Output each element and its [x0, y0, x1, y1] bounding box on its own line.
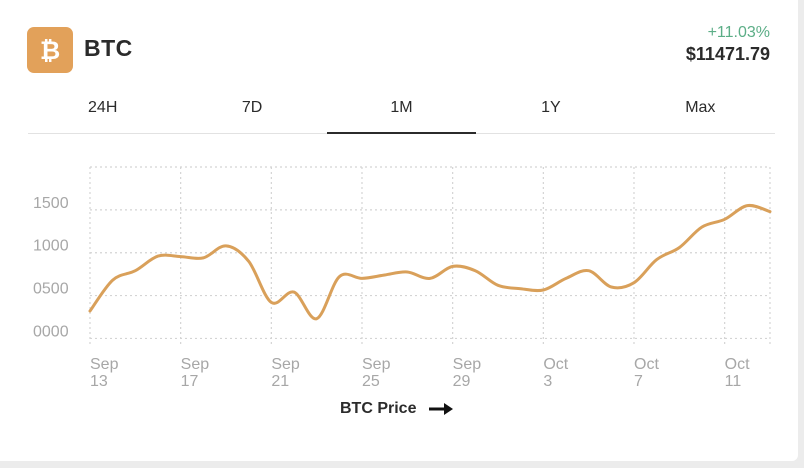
x-tick-label: Oct: [543, 356, 568, 373]
y-tick-label: 0500: [33, 281, 69, 298]
right-arrow-icon: [429, 403, 454, 415]
tab-7d[interactable]: 7D: [241, 99, 263, 116]
x-tick-label: 21: [271, 373, 289, 390]
x-tick-label: 11: [725, 373, 742, 390]
y-tick-label: 0000: [33, 323, 69, 340]
tab-1y[interactable]: 1Y: [541, 99, 561, 116]
coin-card: ₿ BTC +11.03% $11471.79 24H 7D 1M 1Y Max 000…: [0, 0, 798, 461]
current-price: $11471.79: [685, 44, 770, 64]
x-tick-label: 29: [453, 373, 471, 390]
y-tick-label: 1000: [33, 238, 69, 255]
x-tick-label: 13: [90, 373, 108, 390]
x-tick-label: Oct: [725, 356, 750, 373]
series-label: BTC Price: [340, 400, 417, 417]
chart-grid: [89, 166, 771, 347]
price-change: +11.03%: [707, 24, 770, 41]
bitcoin-icon: ₿: [27, 27, 73, 73]
y-tick-label: 1500: [33, 195, 69, 212]
x-tick-label: Sep: [453, 356, 482, 373]
x-tick-label: 7: [634, 373, 643, 390]
bitcoin-glyph: ₿: [40, 36, 60, 65]
x-tick-label: 17: [181, 373, 199, 390]
x-tick-label: 25: [362, 373, 380, 390]
tab-1m[interactable]: 1M: [326, 86, 477, 134]
chart-footer[interactable]: BTC Price: [340, 400, 454, 418]
coin-symbol: BTC: [84, 35, 133, 61]
x-tick-label: Oct: [634, 356, 659, 373]
tab-max[interactable]: Max: [685, 99, 716, 116]
tab-24h[interactable]: 24H: [88, 99, 118, 116]
bitcoin-icon-graphic: ₿: [27, 27, 73, 73]
y-axis: 0000 0500 1000 1500: [33, 195, 69, 341]
x-tick-label: Sep: [271, 356, 300, 373]
price-line: [88, 203, 772, 321]
x-tick-label: Sep: [362, 356, 391, 373]
x-tick-label: Sep: [90, 356, 119, 373]
x-tick-label: Sep: [181, 356, 210, 373]
timeframe-tabs: 24H 7D 1M 1Y Max: [28, 86, 775, 134]
x-tick-label: 3: [543, 373, 552, 390]
